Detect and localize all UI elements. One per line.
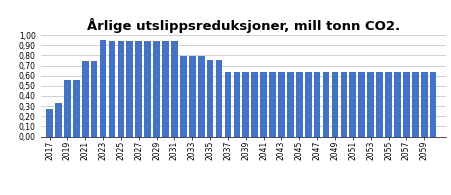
Bar (367, 72, 374, 136)
Bar (109, 41, 115, 136)
Bar (73, 80, 80, 136)
Bar (331, 72, 338, 136)
Bar (153, 41, 160, 136)
Bar (359, 72, 365, 136)
Bar (82, 61, 88, 136)
Bar (118, 41, 124, 136)
Bar (216, 60, 222, 136)
Bar (135, 41, 142, 136)
Bar (180, 56, 187, 136)
Bar (394, 72, 401, 136)
Bar (207, 60, 213, 136)
Bar (198, 56, 204, 136)
Title: Årlige utslippsreduksjoner, mill tonn CO2.: Årlige utslippsreduksjoner, mill tonn CO… (87, 18, 400, 33)
Bar (421, 72, 428, 136)
Bar (376, 72, 383, 136)
Bar (269, 72, 276, 136)
Bar (144, 41, 151, 136)
Bar (55, 103, 62, 136)
Bar (46, 109, 53, 136)
Bar (225, 72, 231, 136)
Bar (126, 41, 133, 136)
Bar (287, 72, 294, 136)
Bar (171, 41, 178, 136)
Bar (64, 80, 71, 136)
Bar (341, 72, 347, 136)
Bar (278, 72, 285, 136)
Bar (243, 72, 249, 136)
Bar (314, 72, 321, 136)
Bar (91, 61, 97, 136)
Bar (412, 72, 419, 136)
Bar (234, 72, 240, 136)
Bar (100, 40, 106, 136)
Bar (350, 72, 356, 136)
Bar (385, 72, 392, 136)
Bar (162, 41, 169, 136)
Bar (403, 72, 410, 136)
Bar (296, 72, 303, 136)
Bar (189, 56, 196, 136)
Bar (260, 72, 267, 136)
Bar (305, 72, 312, 136)
Bar (430, 72, 437, 136)
Bar (323, 72, 329, 136)
Bar (251, 72, 258, 136)
